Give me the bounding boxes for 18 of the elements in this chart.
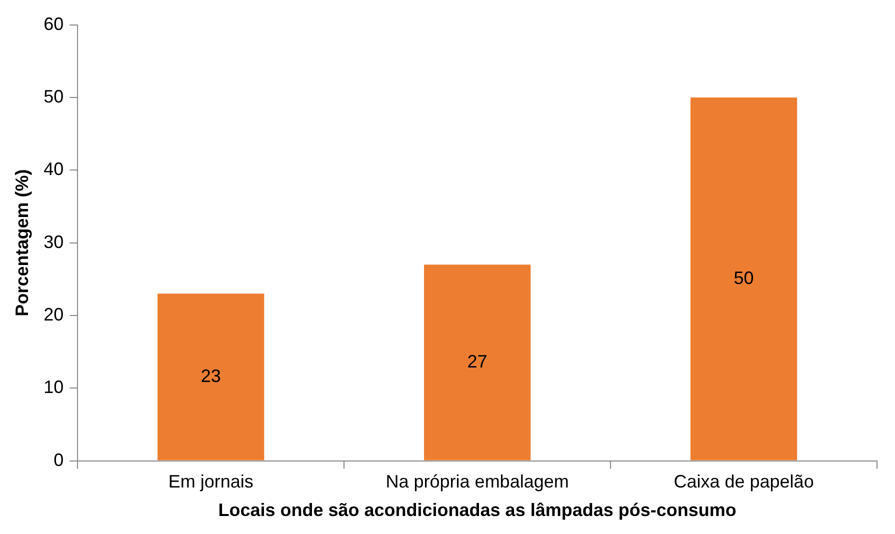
bar — [690, 97, 798, 460]
y-tick-label: 50 — [44, 86, 64, 106]
x-tick-label: Caixa de papelão — [674, 472, 814, 492]
y-tick-label: 60 — [44, 14, 64, 34]
y-tick-label: 40 — [44, 159, 64, 180]
data-label: 27 — [467, 351, 488, 372]
y-tick-label: 0 — [54, 450, 64, 470]
bar — [158, 294, 264, 460]
data-label: 23 — [200, 366, 221, 386]
y-tick-label: 10 — [44, 377, 64, 398]
y-tick-label: 30 — [44, 232, 64, 252]
y-axis-title: Porcentagem (%) — [12, 169, 32, 316]
data-label: 50 — [734, 268, 754, 288]
x-tick-label: Na própria embalagem — [386, 472, 569, 492]
bar — [424, 264, 531, 460]
x-tick-label: Em jornais — [168, 472, 254, 492]
x-axis-title: Locais onde são acondicionadas as lâmpadas pós-consumo — [218, 500, 736, 520]
y-tick-label: 20 — [44, 304, 64, 324]
